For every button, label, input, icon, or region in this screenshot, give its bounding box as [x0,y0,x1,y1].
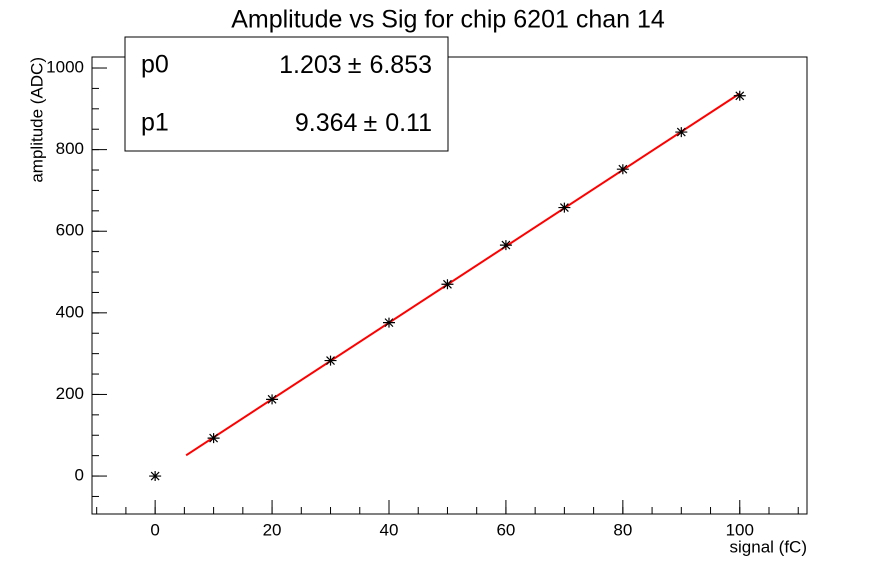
x-tick-label: 80 [613,520,632,539]
x-tick-label: 0 [150,520,159,539]
x-tick-label: 20 [263,520,282,539]
param-text: 9.364 ±0.11 [295,109,432,137]
data-point [616,164,629,175]
data-point [675,127,688,138]
data-point [149,471,162,482]
data-point [324,355,337,366]
chart-title: Amplitude vs Sig for chip 6201 chan 14 [231,6,665,34]
data-point [382,317,395,328]
param-part: 6.853 [369,51,432,79]
y-axis-label: amplitude (ADC) [27,57,46,183]
param-name: p0 [141,51,169,79]
x-tick-label: 100 [726,520,754,539]
data-point [499,240,512,251]
data-point [266,394,279,405]
x-tick-label: 60 [496,520,515,539]
data-point [733,90,746,101]
param-part: 9.364 [295,109,358,137]
stats-frame [124,36,449,152]
y-tick-label: 0 [75,466,84,485]
param-part: ± [363,109,377,137]
param-part: 0.11 [385,109,432,137]
data-point [207,433,220,444]
y-tick-label: 1000 [46,58,84,77]
y-tick-label: 800 [56,139,84,158]
x-tick-label: 40 [380,520,399,539]
param-text: 1.203 ±6.853 [279,51,432,79]
param-name: p1 [141,109,169,137]
data-point [558,202,571,213]
x-axis-label: signal (fC) [730,537,807,556]
y-tick-label: 400 [56,302,84,321]
fit-line [185,92,741,457]
plot-frame [91,56,808,515]
data-point [441,279,454,290]
y-tick-label: 200 [56,384,84,403]
param-part: ± [348,51,362,79]
y-tick-label: 600 [56,221,84,240]
param-part: 1.203 [279,51,342,79]
